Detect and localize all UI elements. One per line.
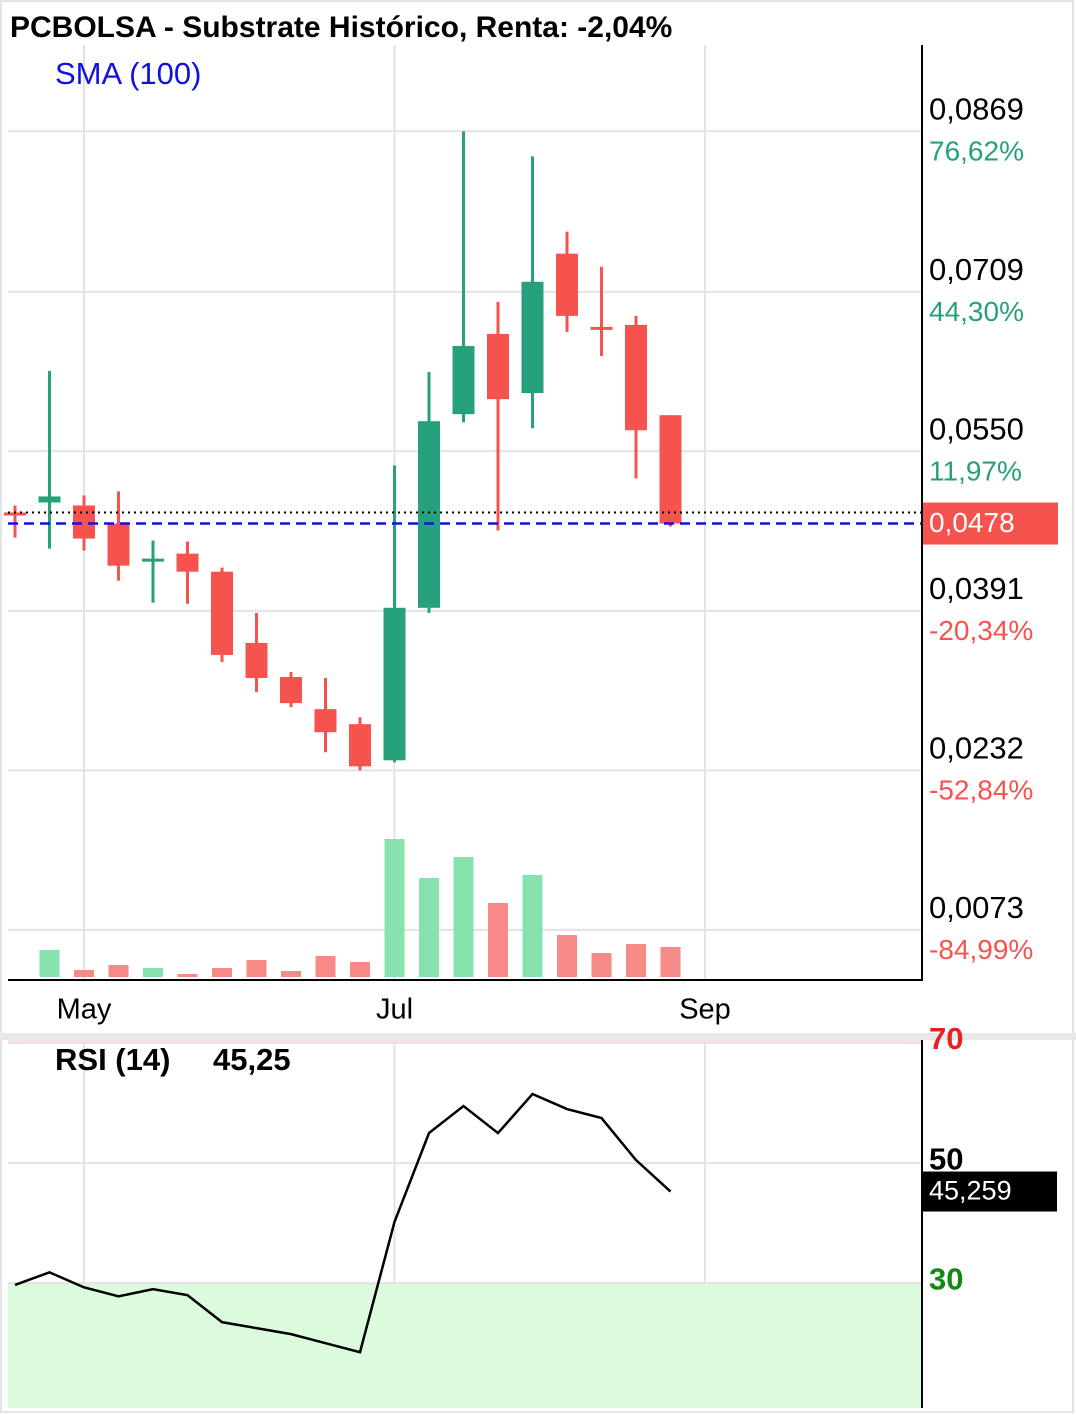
candle-body xyxy=(314,709,337,733)
candle-body xyxy=(418,421,440,608)
volume-bar xyxy=(557,935,577,977)
volume-bar xyxy=(246,960,267,977)
volume-bar xyxy=(315,956,336,977)
volume-bar xyxy=(143,968,163,977)
chart-title: PCBOLSA - Substrate Histórico, Renta: -2… xyxy=(10,11,672,44)
candle-body xyxy=(383,607,406,761)
x-tick-label: May xyxy=(57,994,112,1026)
volume-bar xyxy=(281,971,301,977)
rsi-last-label: 45,259 xyxy=(929,1176,1012,1206)
y-tick-label: 50 xyxy=(929,1141,963,1176)
volume-bar xyxy=(488,903,508,977)
candle-body xyxy=(4,512,26,516)
volume-bar xyxy=(453,857,474,977)
volume-bar xyxy=(522,875,543,977)
y-tick-label: 0,0232 xyxy=(929,731,1024,766)
indicator-label: SMA (100) xyxy=(55,56,201,91)
candle-body xyxy=(176,553,199,572)
candle-body xyxy=(142,558,164,562)
percent-tick-label: -84,99% xyxy=(929,934,1033,965)
candle-body xyxy=(590,326,613,330)
percent-tick-label: 76,62% xyxy=(929,136,1024,167)
oversold-zone xyxy=(8,1283,922,1408)
candle-body xyxy=(521,281,544,394)
volume-bar xyxy=(626,944,646,977)
candle-body xyxy=(107,523,130,566)
candle-body xyxy=(349,724,371,767)
volume-bar xyxy=(384,839,405,977)
candle-body xyxy=(659,415,682,524)
y-tick-label: 0,0869 xyxy=(929,91,1024,126)
volume-bar xyxy=(177,974,198,977)
volume-bar xyxy=(419,878,439,977)
candle-body xyxy=(38,496,61,503)
overbought-zone xyxy=(8,1040,922,1044)
volume-bar xyxy=(591,953,612,977)
candle-body xyxy=(556,253,578,316)
y-tick-label: 0,0073 xyxy=(929,890,1024,925)
volume-bar xyxy=(350,962,370,977)
volume-bar xyxy=(212,968,232,977)
volume-bar xyxy=(39,950,60,977)
volume-bar xyxy=(660,947,681,977)
rsi-line xyxy=(14,1092,672,1354)
last-price-label: 0,0478 xyxy=(929,507,1015,538)
percent-tick-label: 44,30% xyxy=(929,296,1024,327)
volume-bar xyxy=(74,970,94,977)
y-tick-label: 0,0550 xyxy=(929,411,1024,446)
candle-body xyxy=(452,345,475,415)
candle-body xyxy=(625,324,647,431)
panel-separator xyxy=(0,1033,1076,1040)
y-tick-label: 30 xyxy=(929,1261,963,1296)
rsi-value: 45,25 xyxy=(213,1042,291,1077)
candle-body xyxy=(73,505,95,539)
x-tick-label: Jul xyxy=(376,994,413,1026)
percent-tick-label: -52,84% xyxy=(929,775,1033,806)
y-tick-label: 0,0709 xyxy=(929,252,1024,287)
x-tick-label: Sep xyxy=(679,994,731,1026)
y-tick-label: 70 xyxy=(929,1021,963,1056)
candle-body xyxy=(280,677,302,704)
rsi-last-tag xyxy=(922,1171,1057,1212)
y-tick-label: 0,0391 xyxy=(929,571,1024,606)
volume-bar xyxy=(108,965,129,977)
candle-body xyxy=(487,333,509,400)
candle-body xyxy=(211,571,233,655)
percent-tick-label: -20,34% xyxy=(929,615,1033,646)
rsi-title: RSI (14) xyxy=(55,1042,170,1077)
last-price-tag xyxy=(922,502,1058,545)
candle-body xyxy=(245,642,268,679)
percent-tick-label: 11,97% xyxy=(929,456,1022,487)
